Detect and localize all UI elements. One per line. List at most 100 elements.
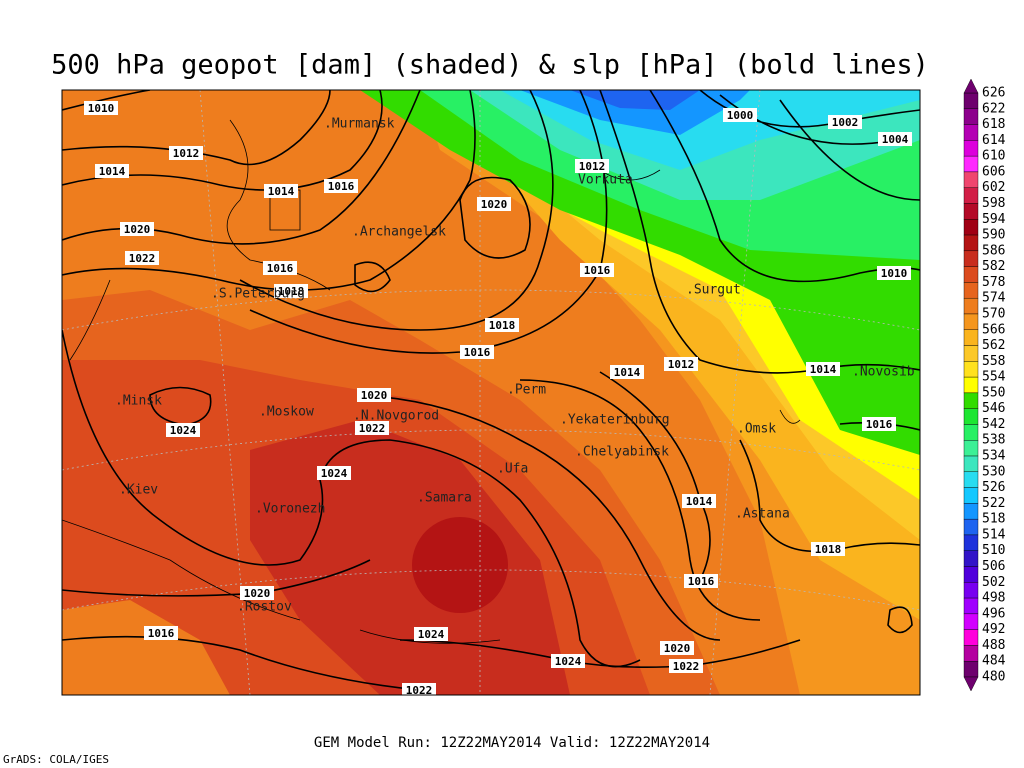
isobar-label: 1022 xyxy=(129,252,156,265)
colorbar-label: 570 xyxy=(982,306,1005,321)
isobar-label: 1022 xyxy=(673,660,700,673)
colorbar-swatch xyxy=(963,219,979,236)
isobar-label-box xyxy=(811,542,845,556)
colorbar-swatch xyxy=(963,345,979,362)
colorbar-label: 558 xyxy=(982,354,1005,369)
isobar-label: 1016 xyxy=(866,418,893,431)
isobar-label-box xyxy=(317,466,351,480)
colorbar-label: 626 xyxy=(982,86,1005,101)
city-label: .S.Peterburg xyxy=(211,287,305,302)
isobar-label-box xyxy=(263,261,297,275)
colorbar-swatch xyxy=(963,408,979,425)
credit: GrADS: COLA/IGES xyxy=(3,753,109,766)
isobar-label-box xyxy=(264,184,298,198)
colorbar-label: 598 xyxy=(982,196,1005,211)
isobar xyxy=(62,90,761,668)
isobar-label-box xyxy=(806,362,840,376)
city-label: .Surgut xyxy=(686,283,741,298)
colorbar-swatch xyxy=(963,582,979,599)
colorbar-swatch xyxy=(963,329,979,346)
isobar-label: 1016 xyxy=(267,262,294,275)
colorbar-swatch xyxy=(963,124,979,141)
colorbar-label: 530 xyxy=(982,464,1005,479)
city-label: .Perm xyxy=(507,383,546,398)
colorbar-swatch xyxy=(963,266,979,283)
isobar-label: 1024 xyxy=(555,655,582,668)
shade xyxy=(520,90,750,135)
city-label: .Archangelsk xyxy=(352,225,446,240)
isobar-label: 1012 xyxy=(579,160,606,173)
isobar-label-box xyxy=(580,263,614,277)
colorbar-swatch xyxy=(963,455,979,473)
city-label: .Yekaterinburg xyxy=(560,413,670,428)
isobar-label-box xyxy=(664,357,698,371)
map-area xyxy=(62,90,920,695)
colorbar-label: 610 xyxy=(982,149,1005,164)
isobar-label-box xyxy=(684,574,718,588)
isobar-label: 1022 xyxy=(359,422,386,435)
isobar-label-box xyxy=(477,197,511,211)
isobar-label-box xyxy=(120,222,154,236)
isobar-label: 1016 xyxy=(328,180,355,193)
colorbar-swatch xyxy=(963,203,979,220)
colorbar-label: 578 xyxy=(982,275,1005,290)
city-label: .Rostov xyxy=(237,600,292,615)
isobar-label: 1014 xyxy=(686,495,713,508)
city-label: .Omsk xyxy=(737,422,776,437)
colorbar-label: 602 xyxy=(982,180,1005,195)
colorbar-label: 484 xyxy=(982,654,1006,669)
map-frame xyxy=(61,89,921,696)
city-label: .Astana xyxy=(735,507,790,522)
isobar-label-box xyxy=(575,159,609,173)
isobar-label: 1018 xyxy=(278,285,305,298)
city-label: Vorkuta xyxy=(578,173,633,188)
isobar-label-box xyxy=(84,101,118,115)
isobar-label: 1022 xyxy=(406,684,433,697)
colorbar-label: 518 xyxy=(982,512,1005,527)
isobar-label: 1014 xyxy=(614,366,641,379)
shade xyxy=(412,517,508,613)
colorbar-label: 510 xyxy=(982,543,1005,558)
isobar-label: 1016 xyxy=(148,627,175,640)
isobar-label: 1014 xyxy=(99,165,126,178)
colorbar-label: 492 xyxy=(982,622,1005,637)
isobar-label-box xyxy=(723,108,757,122)
city-label: .Minsk xyxy=(115,394,162,409)
colorbar-label: 590 xyxy=(982,228,1005,243)
colorbar-swatch xyxy=(963,597,979,615)
colorbar-swatch xyxy=(963,140,979,157)
colorbar-label: 582 xyxy=(982,259,1005,274)
colorbar-label: 606 xyxy=(982,164,1005,179)
isobar-label-box xyxy=(460,345,494,359)
colorbar-swatch xyxy=(963,297,979,315)
colorbar-swatch xyxy=(963,534,979,551)
colorbar-label: 496 xyxy=(982,606,1005,621)
isobar-label-box xyxy=(610,365,644,379)
isobar-label-box xyxy=(95,164,129,178)
colorbar-swatch xyxy=(963,313,979,330)
isobar xyxy=(149,176,913,634)
city-label: .Novosib xyxy=(852,365,915,380)
colorbar-swatch xyxy=(963,440,979,457)
city-label: .Voronezh xyxy=(255,502,325,517)
colorbar-label: 526 xyxy=(982,480,1005,495)
isobar-label: 1020 xyxy=(124,223,151,236)
colorbar-label: 594 xyxy=(982,212,1006,227)
isobar-label: 1014 xyxy=(810,363,837,376)
colorbar-label: 514 xyxy=(982,527,1006,542)
city-label: .Samara xyxy=(417,491,472,506)
isobar-label-box xyxy=(355,421,389,435)
colorbar-swatch xyxy=(963,361,979,378)
colorbar-swatch xyxy=(963,518,979,536)
colorbar-label: 566 xyxy=(982,322,1005,337)
isobar-label-box xyxy=(669,659,703,673)
colorbar-label: 562 xyxy=(982,338,1005,353)
colorbar-arrow xyxy=(963,676,979,692)
colorbar-swatch xyxy=(963,171,979,188)
colorbar-swatch xyxy=(963,155,979,173)
isobar-label-box xyxy=(682,494,716,508)
city-label: .Ufa xyxy=(497,462,528,477)
colorbar-swatch xyxy=(963,629,979,646)
colorbar-swatch xyxy=(963,613,979,630)
